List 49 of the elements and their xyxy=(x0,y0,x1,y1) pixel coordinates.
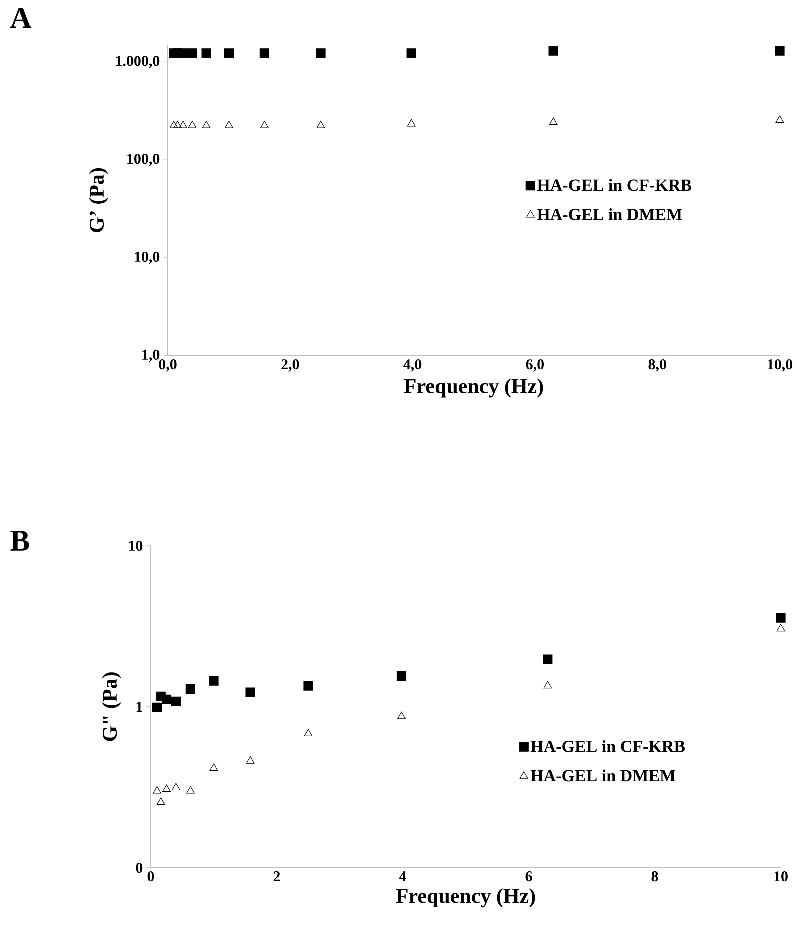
y-tick-label: 1,0 xyxy=(142,350,160,362)
point xyxy=(246,756,255,764)
point xyxy=(398,712,406,720)
point xyxy=(210,764,218,772)
point xyxy=(396,672,407,682)
x-tick-label: 6 xyxy=(526,872,532,882)
x-tick-label: 8 xyxy=(652,872,658,882)
legend-label: HA-GEL in CF-KRB xyxy=(537,179,692,192)
y-tick-label: 10,0 xyxy=(135,252,160,264)
y-tick-label: 0 xyxy=(136,862,143,874)
point xyxy=(776,624,786,632)
chart-title: B xyxy=(10,531,30,551)
chart-title: A xyxy=(10,8,32,28)
y-tick-label: 1 xyxy=(136,702,142,712)
point xyxy=(172,783,180,791)
point xyxy=(152,702,162,712)
x-tick-label: 2 xyxy=(274,872,280,882)
x-axis-title: Frequency (Hz) xyxy=(396,888,536,908)
y-tick-label: 1.000,0 xyxy=(116,56,160,68)
point xyxy=(544,681,552,689)
y-tick-label: 100,0 xyxy=(128,154,160,166)
point xyxy=(162,784,171,792)
point xyxy=(776,613,786,623)
y-axis-title: G" (Pa) xyxy=(102,672,122,742)
x-tick-label: 4,0 xyxy=(404,360,422,372)
point xyxy=(162,694,172,705)
x-tick-label: 0,0 xyxy=(159,360,177,372)
point xyxy=(543,654,553,664)
y-tick-label: 10 xyxy=(129,540,143,552)
point xyxy=(304,729,313,737)
point xyxy=(156,798,166,806)
point xyxy=(186,786,195,794)
legend-label: HA-GEL in DMEM xyxy=(537,208,682,220)
legend-label: HA-GEL in DMEM xyxy=(530,770,676,782)
y-axis-title: G’ (Pa) xyxy=(89,168,108,232)
legend-label: HA-GEL in CF-KRB xyxy=(530,740,686,752)
point xyxy=(246,688,256,698)
point xyxy=(186,684,196,694)
x-tick-label: 6,0 xyxy=(526,360,544,372)
x-tick-label: 10,0 xyxy=(768,360,793,372)
point xyxy=(304,681,314,691)
point xyxy=(209,676,219,686)
x-axis-title: Frequency (Hz) xyxy=(404,378,544,398)
point xyxy=(153,786,162,794)
x-tick-label: 10 xyxy=(774,872,788,882)
x-tick-label: 2,0 xyxy=(282,360,300,372)
x-tick-label: 8,0 xyxy=(648,360,666,372)
x-tick-label: 4 xyxy=(399,872,406,882)
point xyxy=(171,696,181,706)
